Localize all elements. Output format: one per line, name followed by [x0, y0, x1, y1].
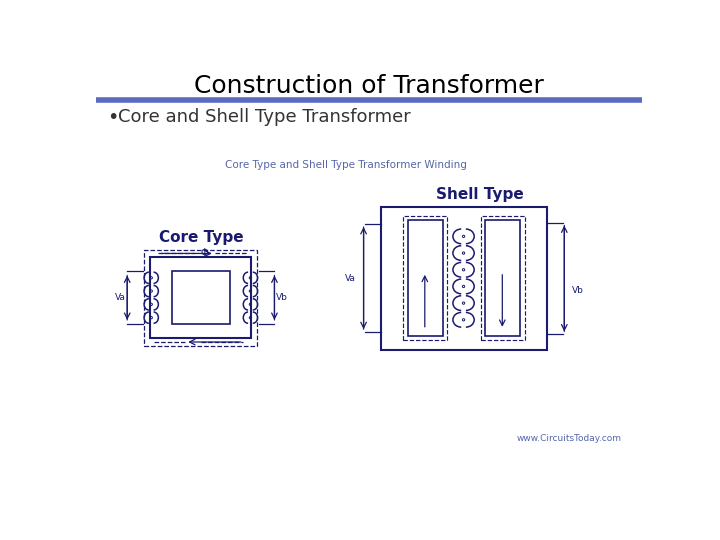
Bar [144, 249, 258, 346]
Text: Va: Va [345, 274, 356, 283]
Bar [485, 220, 520, 336]
Text: Core Type and Shell Type Transformer Winding: Core Type and Shell Type Transformer Win… [225, 160, 467, 170]
Bar [381, 207, 547, 350]
Text: Shell Type: Shell Type [436, 187, 523, 202]
Bar [481, 215, 525, 340]
Bar [403, 215, 447, 340]
Text: Construction of Transformer: Construction of Transformer [194, 75, 544, 98]
Text: Vb: Vb [572, 286, 584, 294]
Text: Vb: Vb [276, 293, 287, 302]
Bar [150, 257, 251, 338]
Text: Core and Shell Type Transformer: Core and Shell Type Transformer [118, 108, 410, 126]
Text: Core Type: Core Type [158, 230, 243, 245]
Bar [172, 271, 230, 325]
Text: •: • [107, 107, 118, 127]
Text: www.CircuitsToday.com: www.CircuitsToday.com [516, 434, 621, 443]
Bar [408, 220, 443, 336]
Text: Φ: Φ [201, 248, 209, 259]
Text: Va: Va [114, 293, 126, 302]
